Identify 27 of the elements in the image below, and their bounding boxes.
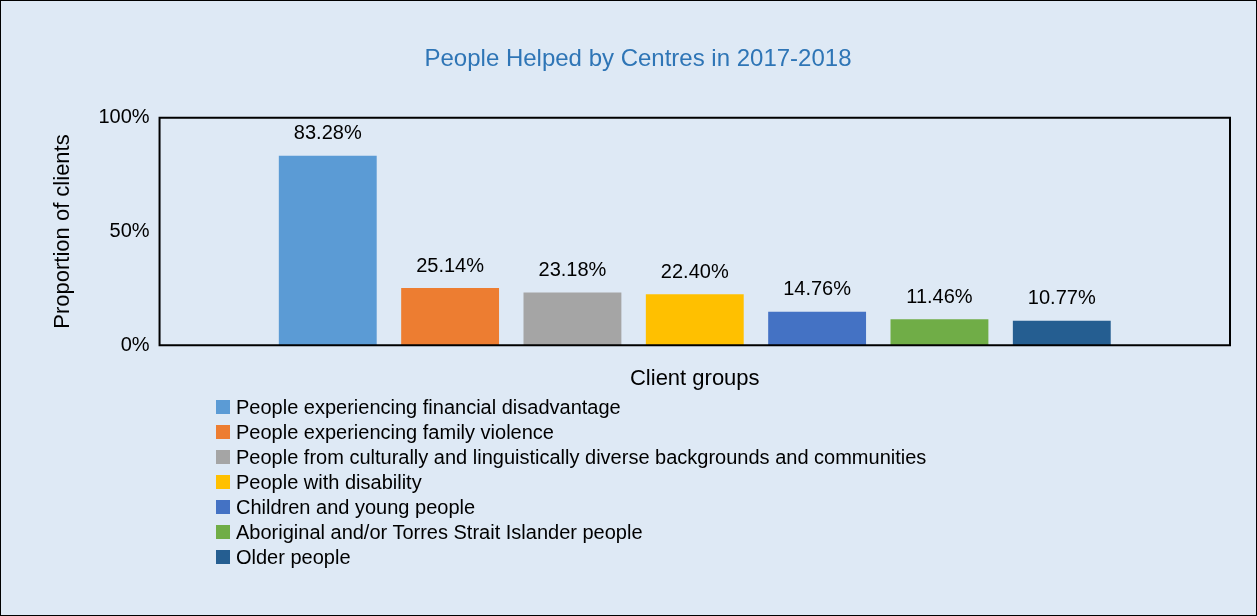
bar <box>768 311 867 346</box>
bar <box>401 288 500 346</box>
y-axis-title: Proportion of clients <box>49 134 75 329</box>
data-label: 14.76% <box>783 277 852 300</box>
chart-title: People Helped by Centres in 2017-2018 <box>424 44 852 72</box>
data-label: 83.28% <box>293 121 362 144</box>
bar <box>278 155 377 346</box>
legend-label: People experiencing family violence <box>236 420 554 444</box>
data-label: 23.18% <box>538 258 607 280</box>
bar <box>523 292 622 346</box>
y-tick-label: 0% <box>120 332 150 355</box>
data-label: 10.77% <box>1027 286 1096 309</box>
bar <box>645 294 744 346</box>
data-label: 11.46% <box>906 284 973 307</box>
legend-label: Older people <box>236 545 351 569</box>
x-axis-title: Client groups <box>629 364 760 390</box>
legend-label: Aboriginal and/or Torres Strait Islander people <box>236 520 643 544</box>
bar <box>890 319 989 346</box>
bar <box>1012 320 1111 346</box>
data-label: 22.40% <box>660 259 729 282</box>
legend-label: Children and young people <box>236 495 476 519</box>
legend-label: People experiencing financial disadvantage <box>236 395 621 419</box>
y-tick-label: 50% <box>109 219 150 242</box>
legend-label: People from culturally and linguistically diverse backgrounds and communities <box>236 445 927 469</box>
legend-label: People with disability <box>236 470 422 494</box>
y-tick-label: 100% <box>98 105 150 128</box>
data-label: 25.14% <box>416 253 485 276</box>
